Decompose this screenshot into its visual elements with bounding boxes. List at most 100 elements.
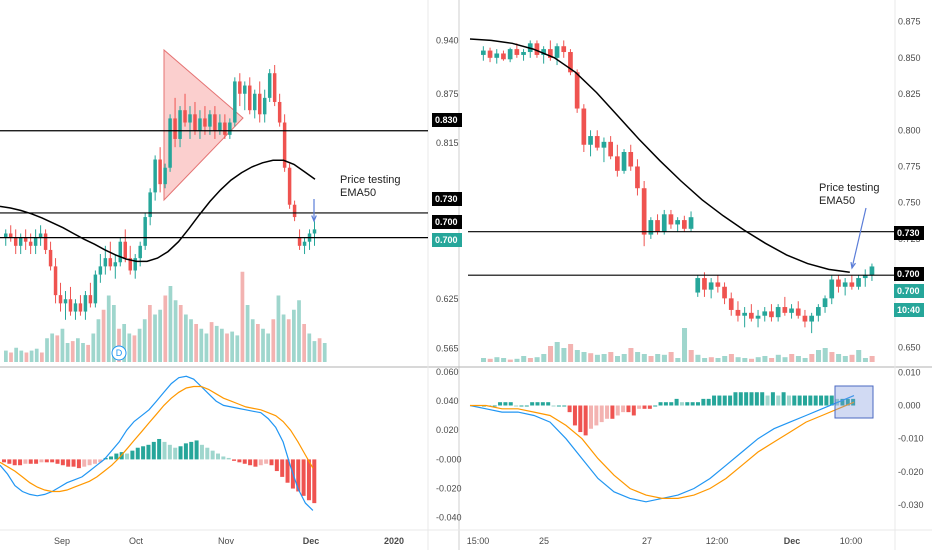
- right-candle-body: [494, 53, 500, 58]
- right-volume-bar: [789, 354, 795, 362]
- right-macd-histogram-bar: [754, 392, 759, 406]
- right-panel[interactable]: 0.8750.8500.8250.8000.7750.7500.7250.700…: [467, 17, 924, 546]
- left-macd-histogram-bar: [280, 459, 285, 477]
- right-macd-histogram-bar: [556, 405, 561, 407]
- right-macd-histogram-bar: [572, 405, 577, 426]
- left-level-badge-label: 0.730: [435, 194, 458, 204]
- left-macd-histogram-bar: [28, 459, 33, 464]
- right-volume-bar: [581, 352, 587, 362]
- right-volume-bar: [648, 356, 654, 362]
- left-volume-bar: [142, 319, 147, 362]
- left-candle-body: [193, 114, 197, 131]
- right-candle-body: [588, 136, 593, 145]
- left-candle-body: [13, 237, 18, 246]
- left-macd-histogram-bar: [130, 450, 135, 460]
- left-signal-line: [0, 385, 314, 493]
- left-candle-body: [282, 122, 287, 168]
- right-volume-bar: [601, 354, 607, 362]
- right-volume-bar: [594, 354, 600, 362]
- right-ema50-line: [469, 38, 850, 274]
- right-volume-bar: [742, 358, 748, 362]
- left-volume-bar: [225, 333, 229, 362]
- right-macd-histogram-bar: [637, 405, 642, 409]
- left-candle-body: [68, 299, 73, 312]
- left-candle-body: [8, 233, 13, 238]
- left-volume-bar: [292, 309, 296, 362]
- right-candle-body: [615, 156, 620, 171]
- right-y-tick-label: 0.650: [898, 343, 921, 353]
- right-volume-bar: [507, 359, 513, 362]
- left-candle-body: [18, 237, 23, 246]
- left-candle-body: [203, 118, 207, 127]
- left-panel[interactable]: 0.9400.8750.8150.7500.7000.6250.5650.060…: [0, 35, 462, 546]
- right-macd-histogram-bar: [674, 398, 679, 406]
- left-x-tick-label: Oct: [129, 536, 144, 546]
- left-candle-body: [38, 233, 43, 238]
- right-candle-body: [481, 50, 486, 55]
- right-level-badge-label: 10:40: [897, 305, 920, 315]
- left-candle-body: [53, 266, 58, 296]
- left-candle-body: [218, 122, 222, 131]
- right-candle-body: [561, 46, 567, 53]
- left-volume-bar: [189, 319, 193, 362]
- left-macd-histogram-bar: [183, 443, 188, 460]
- right-macd-histogram-bar: [530, 402, 535, 406]
- left-candle-body: [153, 159, 157, 193]
- left-macd-histogram-bar: [39, 459, 44, 463]
- right-candle-body: [514, 49, 520, 55]
- right-macd-histogram-bar: [631, 405, 636, 416]
- right-x-tick-label: 27: [642, 536, 652, 546]
- right-volume-bar: [735, 357, 741, 362]
- left-y-tick-label: 0.875: [436, 89, 459, 99]
- right-macd-histogram-bar: [647, 405, 652, 409]
- right-macd-histogram-bar: [540, 402, 545, 406]
- right-candle-body: [487, 50, 493, 58]
- right-volume-bar: [722, 356, 728, 362]
- right-volume-bar: [682, 328, 688, 362]
- right-volume-bar: [481, 358, 487, 362]
- left-candle-body: [98, 266, 103, 275]
- left-candle-body: [287, 167, 292, 205]
- right-macd-histogram-bar: [605, 405, 610, 419]
- right-candle-body: [775, 307, 781, 318]
- left-candle-body: [168, 118, 172, 168]
- right-macd-histogram-bar: [749, 392, 754, 406]
- left-volume-bar: [91, 333, 96, 362]
- left-candle-body: [23, 237, 28, 242]
- right-volume-bar: [568, 344, 574, 362]
- left-candle-body: [188, 114, 192, 123]
- left-y-tick-label: 0.625: [436, 294, 459, 304]
- right-volume-bar: [782, 357, 788, 362]
- right-level-badge: [894, 303, 924, 317]
- right-candle-body: [789, 308, 794, 313]
- right-macd-histogram-bar: [824, 395, 829, 406]
- right-macd-histogram-bar: [840, 398, 845, 406]
- left-macd-histogram-bar: [194, 440, 199, 460]
- left-macd-y-tick-label: 0.020: [436, 425, 459, 435]
- dividend-marker[interactable]: [111, 345, 127, 361]
- right-macd-y-tick-label: 0.010: [898, 367, 921, 377]
- left-macd-histogram-bar: [205, 447, 210, 460]
- left-candle-body: [133, 258, 137, 271]
- left-candle-body: [73, 303, 78, 312]
- left-candle-body: [198, 118, 202, 131]
- right-candle-body: [682, 220, 687, 229]
- right-macd-histogram-bar: [712, 395, 717, 406]
- right-macd-histogram-bar: [615, 405, 620, 416]
- right-candle-body: [581, 108, 587, 145]
- right-volume-bar: [641, 354, 647, 362]
- left-candle-body: [223, 122, 227, 135]
- left-level-badge-label: 0.700: [435, 235, 458, 245]
- right-macd-histogram-bar: [514, 405, 519, 407]
- left-volume-bar: [317, 338, 322, 362]
- left-candle-body: [113, 262, 118, 267]
- right-macd-histogram-bar: [508, 402, 513, 406]
- right-x-tick-label: 10:00: [840, 536, 863, 546]
- left-candle-body: [312, 229, 317, 234]
- right-macd-histogram-bar: [589, 405, 593, 429]
- right-y-tick-label: 0.750: [898, 198, 921, 208]
- right-volume-bar: [615, 356, 621, 362]
- right-volume-bar: [608, 352, 614, 362]
